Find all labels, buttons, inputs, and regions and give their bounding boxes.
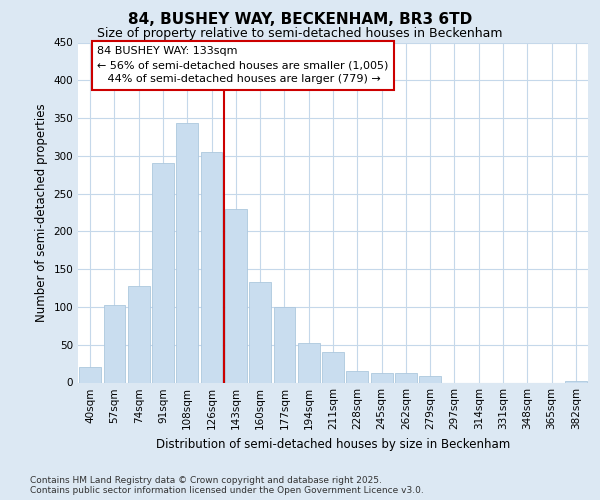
Bar bbox=[419, 376, 441, 382]
Bar bbox=[176, 124, 198, 382]
Bar bbox=[128, 286, 149, 382]
Text: Contains HM Land Registry data © Crown copyright and database right 2025.
Contai: Contains HM Land Registry data © Crown c… bbox=[30, 476, 424, 495]
Y-axis label: Number of semi-detached properties: Number of semi-detached properties bbox=[35, 103, 48, 322]
Text: 84 BUSHEY WAY: 133sqm
← 56% of semi-detached houses are smaller (1,005)
   44% o: 84 BUSHEY WAY: 133sqm ← 56% of semi-deta… bbox=[97, 46, 389, 84]
Bar bbox=[565, 381, 587, 382]
Bar bbox=[346, 371, 368, 382]
Bar bbox=[79, 368, 101, 382]
Bar bbox=[322, 352, 344, 382]
Bar bbox=[274, 307, 295, 382]
Text: Size of property relative to semi-detached houses in Beckenham: Size of property relative to semi-detach… bbox=[97, 28, 503, 40]
Text: 84, BUSHEY WAY, BECKENHAM, BR3 6TD: 84, BUSHEY WAY, BECKENHAM, BR3 6TD bbox=[128, 12, 472, 28]
Bar bbox=[249, 282, 271, 382]
Bar bbox=[225, 208, 247, 382]
Bar bbox=[298, 343, 320, 382]
X-axis label: Distribution of semi-detached houses by size in Beckenham: Distribution of semi-detached houses by … bbox=[156, 438, 510, 451]
Bar bbox=[104, 304, 125, 382]
Bar bbox=[152, 164, 174, 382]
Bar bbox=[395, 374, 417, 382]
Bar bbox=[200, 152, 223, 382]
Bar bbox=[371, 372, 392, 382]
